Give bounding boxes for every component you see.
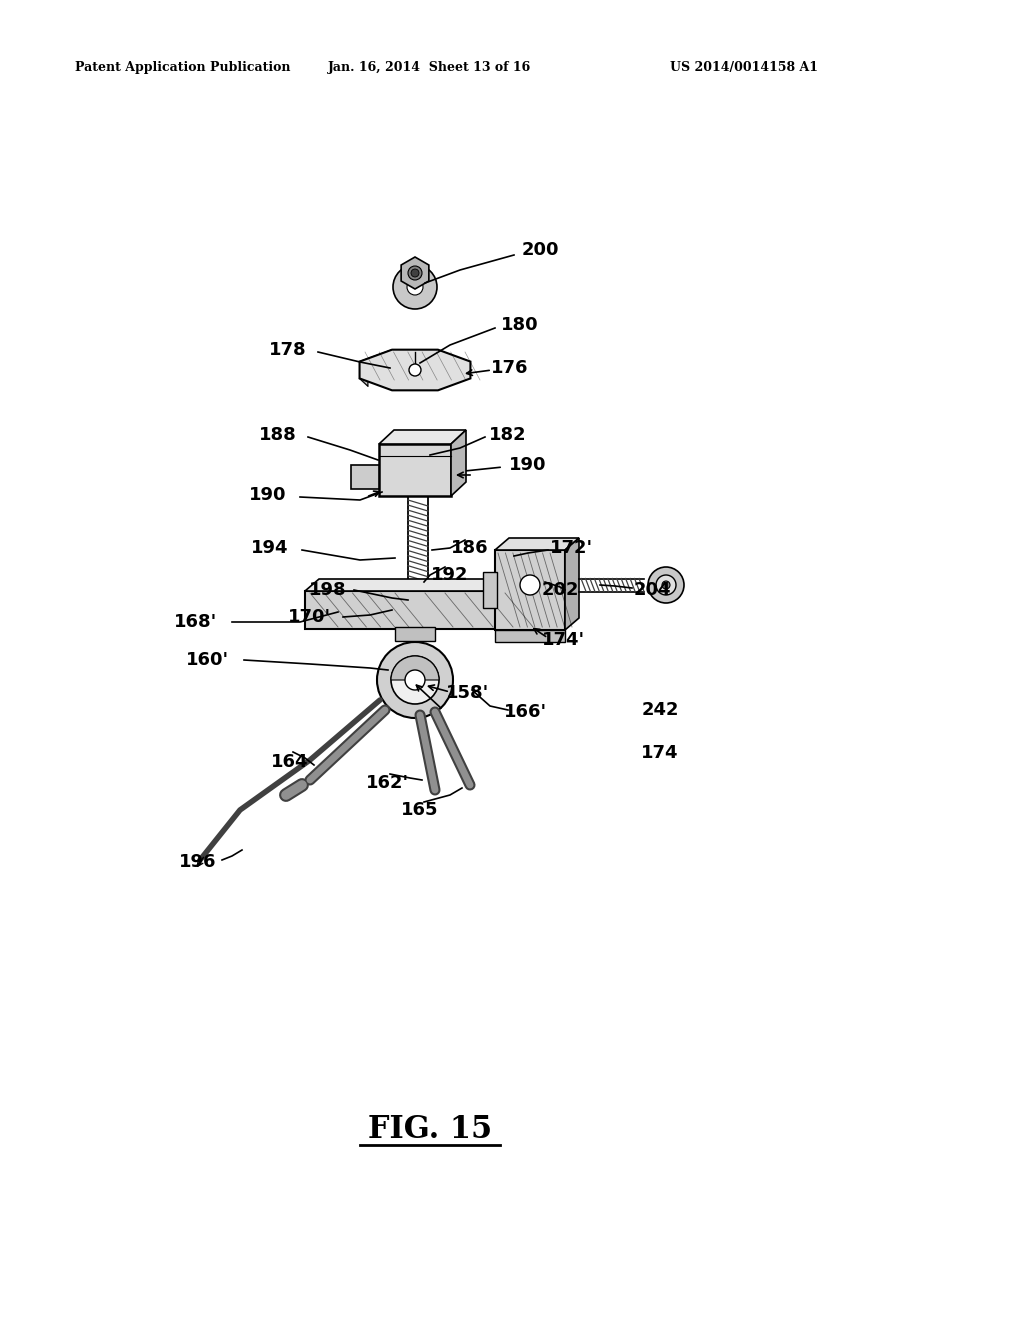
Text: 188: 188 bbox=[259, 426, 297, 444]
Text: 190: 190 bbox=[249, 486, 287, 504]
Circle shape bbox=[408, 267, 422, 280]
Circle shape bbox=[662, 581, 670, 589]
Text: 242: 242 bbox=[641, 701, 679, 719]
Text: 186: 186 bbox=[452, 539, 488, 557]
Text: Patent Application Publication: Patent Application Publication bbox=[75, 62, 291, 74]
FancyBboxPatch shape bbox=[379, 444, 451, 496]
Text: 168': 168' bbox=[174, 612, 218, 631]
Text: 164: 164 bbox=[271, 752, 309, 771]
Text: 174': 174' bbox=[543, 631, 586, 649]
Polygon shape bbox=[495, 539, 579, 550]
Circle shape bbox=[656, 576, 676, 595]
Text: 174: 174 bbox=[641, 744, 679, 762]
Text: 194: 194 bbox=[251, 539, 289, 557]
Text: 162': 162' bbox=[367, 774, 410, 792]
Text: US 2014/0014158 A1: US 2014/0014158 A1 bbox=[670, 62, 818, 74]
Text: 166': 166' bbox=[504, 704, 547, 721]
Polygon shape bbox=[565, 539, 579, 630]
Text: 180: 180 bbox=[501, 315, 539, 334]
Circle shape bbox=[648, 568, 684, 603]
Polygon shape bbox=[379, 430, 466, 444]
Text: 190: 190 bbox=[509, 455, 547, 474]
FancyBboxPatch shape bbox=[495, 630, 565, 642]
Circle shape bbox=[407, 279, 423, 294]
Text: 196: 196 bbox=[179, 853, 217, 871]
Wedge shape bbox=[391, 656, 439, 680]
Circle shape bbox=[377, 642, 453, 718]
Text: 198: 198 bbox=[309, 581, 347, 599]
Text: 176: 176 bbox=[492, 359, 528, 378]
Circle shape bbox=[411, 269, 419, 277]
Polygon shape bbox=[401, 257, 429, 289]
Text: 160': 160' bbox=[186, 651, 229, 669]
Text: 200: 200 bbox=[521, 242, 559, 259]
Circle shape bbox=[520, 576, 540, 595]
Text: 182: 182 bbox=[489, 426, 526, 444]
Polygon shape bbox=[525, 579, 539, 630]
FancyBboxPatch shape bbox=[351, 465, 379, 488]
Text: 165: 165 bbox=[401, 801, 438, 818]
Circle shape bbox=[409, 364, 421, 376]
Text: 202: 202 bbox=[542, 581, 579, 599]
Text: 178: 178 bbox=[269, 341, 307, 359]
Polygon shape bbox=[359, 350, 395, 387]
Polygon shape bbox=[451, 430, 466, 496]
Text: 204: 204 bbox=[633, 581, 671, 599]
FancyBboxPatch shape bbox=[395, 627, 435, 642]
FancyBboxPatch shape bbox=[483, 572, 497, 609]
FancyBboxPatch shape bbox=[305, 591, 525, 630]
Polygon shape bbox=[305, 579, 539, 591]
Text: FIG. 15: FIG. 15 bbox=[368, 1114, 493, 1146]
Text: 158': 158' bbox=[446, 684, 489, 702]
FancyBboxPatch shape bbox=[495, 550, 565, 630]
Text: 192: 192 bbox=[431, 566, 469, 583]
Circle shape bbox=[406, 671, 425, 690]
Polygon shape bbox=[359, 350, 470, 391]
Text: 170': 170' bbox=[289, 609, 332, 626]
Text: 172': 172' bbox=[551, 539, 594, 557]
Circle shape bbox=[391, 656, 439, 704]
Text: Jan. 16, 2014  Sheet 13 of 16: Jan. 16, 2014 Sheet 13 of 16 bbox=[329, 62, 531, 74]
Circle shape bbox=[393, 265, 437, 309]
